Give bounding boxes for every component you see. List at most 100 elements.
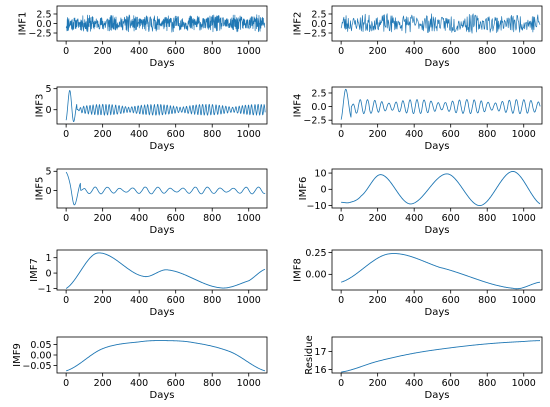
x-tick-label: 400 — [130, 129, 148, 140]
x-tick-label: 200 — [94, 46, 112, 57]
y-tick-label: 2.5 — [311, 88, 326, 99]
x-tick-label: 400 — [130, 46, 148, 57]
series-line — [341, 170, 541, 207]
y-tick-label: 0 — [45, 105, 51, 116]
y-tick-label: 16 — [314, 365, 326, 376]
y-tick-label: 0.0 — [311, 102, 326, 113]
y-axis-label: IMF9 — [12, 343, 23, 367]
x-tick-label: 600 — [167, 295, 185, 306]
axes-frame — [56, 336, 268, 374]
series-line — [65, 14, 266, 33]
x-tick-label: 1000 — [237, 378, 261, 389]
x-tick-label: 0 — [63, 378, 69, 389]
series-line — [341, 340, 540, 373]
series-line — [65, 171, 266, 206]
y-tick-label: 10 — [314, 168, 326, 179]
x-tick-label: 0 — [338, 295, 344, 306]
x-axis-label: Days — [425, 390, 450, 401]
series-line — [340, 88, 541, 120]
panel-imf2: 0 200 400 600 800 1000 −2.50.02.5 Days IMF2 — [293, 5, 543, 69]
x-tick-label: 600 — [442, 46, 460, 57]
y-tick-label: 2.5 — [36, 9, 51, 20]
x-tick-label: 400 — [405, 46, 423, 57]
x-tick-label: 800 — [203, 46, 221, 57]
x-axis-label: Days — [425, 225, 450, 236]
x-tick-label: 1000 — [512, 295, 536, 306]
y-tick-label: −2.5 — [28, 28, 51, 39]
x-tick-label: 400 — [405, 295, 423, 306]
y-tick-label: −10 — [306, 201, 326, 212]
x-axis-label: Days — [150, 58, 175, 69]
x-tick-label: 800 — [203, 295, 221, 306]
x-tick-label: 400 — [405, 129, 423, 140]
y-axis-label: IMF5 — [34, 177, 45, 201]
axes-frame — [331, 168, 543, 209]
x-tick-label: 600 — [442, 378, 460, 389]
x-tick-label: 1000 — [237, 46, 261, 57]
x-axis-label: Days — [150, 390, 175, 401]
panel-imf7: 0 200 400 600 800 1000 −1 0 1 Days IMF7 — [29, 249, 268, 318]
panel-residue: 0 200 400 600 800 1000 16 17 Days Residue — [304, 335, 543, 401]
panel-imf1: 0 200 400 600 800 1000 −2.50.02.5 Days IMF1 — [18, 5, 268, 69]
x-tick-label: 200 — [369, 378, 387, 389]
x-tick-label: 400 — [405, 213, 423, 224]
panel-imf4: 0 200 400 600 800 1000 −2.5 0.0 2.5 Days IMF4 — [293, 86, 543, 152]
panel-imf3: 0 200 400 600 800 1000 0 5 Days IMF3 — [34, 84, 268, 152]
y-axis-label: IMF4 — [293, 94, 304, 118]
x-tick-label: 200 — [94, 129, 112, 140]
y-axis-label: IMF7 — [29, 258, 40, 282]
y-tick-label: 0 — [320, 185, 326, 196]
x-tick-label: 1000 — [512, 378, 536, 389]
axes-frame — [331, 249, 543, 291]
x-tick-label: 1000 — [512, 129, 536, 140]
axes-frame — [56, 86, 268, 125]
y-tick-label: 2.5 — [311, 9, 326, 20]
x-tick-label: 0 — [338, 213, 344, 224]
x-tick-label: 200 — [369, 129, 387, 140]
x-tick-label: 1000 — [237, 295, 261, 306]
y-tick-label: 0.0 — [36, 19, 51, 30]
panel-imf6: 0 200 400 600 800 1000 −10 0 10 Days IMF6 — [298, 168, 543, 236]
x-tick-label: 200 — [94, 295, 112, 306]
x-tick-label: 800 — [478, 129, 496, 140]
series-line — [340, 13, 541, 34]
y-tick-label: 5 — [45, 167, 51, 178]
x-axis-label: Days — [150, 225, 175, 236]
x-tick-label: 400 — [130, 295, 148, 306]
x-tick-label: 800 — [478, 46, 496, 57]
y-tick-label: 0.00 — [30, 350, 51, 361]
y-tick-label: 0.05 — [30, 340, 51, 351]
y-axis-label: Residue — [304, 335, 315, 374]
x-tick-label: 1000 — [512, 213, 536, 224]
y-tick-label: −2.5 — [303, 28, 326, 39]
x-tick-label: 1000 — [237, 129, 261, 140]
y-tick-label: 0 — [45, 268, 51, 279]
y-axis-label: IMF6 — [298, 177, 309, 201]
y-tick-label: 0.25 — [305, 248, 326, 259]
x-axis-label: Days — [150, 307, 175, 318]
x-tick-label: 800 — [203, 213, 221, 224]
x-tick-label: 0 — [338, 46, 344, 57]
x-tick-label: 200 — [94, 213, 112, 224]
x-axis-label: Days — [425, 307, 450, 318]
x-tick-label: 0 — [63, 129, 69, 140]
axes-frame — [56, 249, 268, 291]
x-tick-label: 0 — [338, 378, 344, 389]
x-tick-label: 200 — [369, 46, 387, 57]
x-tick-label: 600 — [167, 129, 185, 140]
y-tick-label: 0.0 — [311, 19, 326, 30]
series-line — [340, 253, 541, 290]
axes-frame — [56, 168, 268, 209]
x-tick-label: 600 — [167, 46, 185, 57]
x-axis-label: Days — [425, 141, 450, 152]
series-line — [65, 89, 266, 122]
series-line — [65, 340, 266, 372]
x-tick-label: 800 — [203, 129, 221, 140]
x-tick-label: 800 — [478, 295, 496, 306]
y-axis-label: IMF1 — [18, 12, 29, 36]
x-tick-label: 800 — [203, 378, 221, 389]
x-tick-label: 0 — [63, 295, 69, 306]
panel-imf5: 0 200 400 600 800 1000 0 5 Days IMF5 — [34, 167, 268, 236]
panel-imf9: 0 200 400 600 800 1000 −0.050.000.05 Days IMF9 — [12, 336, 268, 401]
y-tick-label: 17 — [314, 347, 326, 358]
